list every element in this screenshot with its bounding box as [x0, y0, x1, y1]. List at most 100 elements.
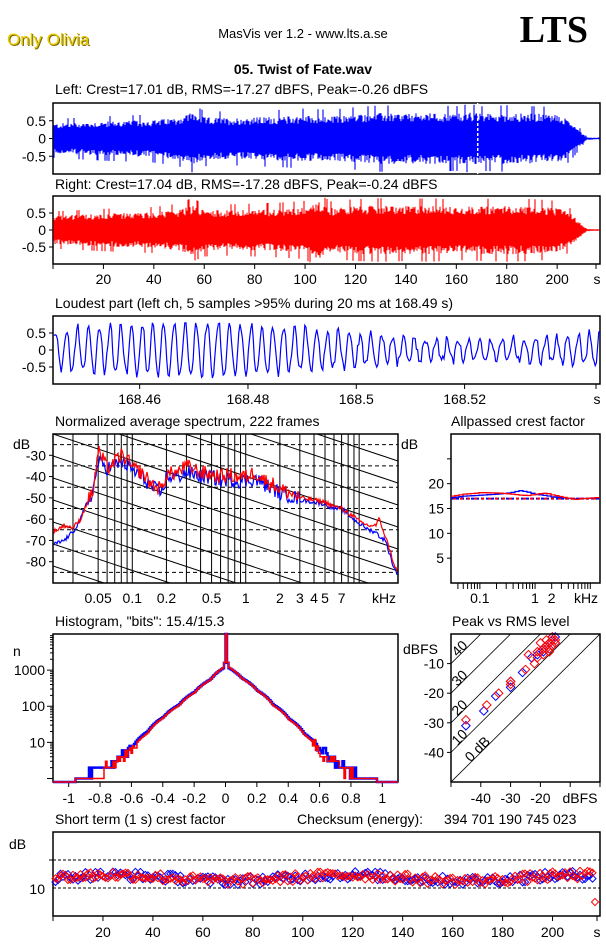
histogram-ylabel: n [13, 643, 21, 659]
short-term-point-right [538, 871, 547, 880]
pvr-point-left [547, 634, 558, 645]
short-term-point-right [111, 873, 120, 882]
short-term-xtick-label: 140 [391, 924, 415, 940]
pvr-frame [450, 633, 601, 783]
spectrum-frame [52, 433, 399, 584]
short-term-point-right [398, 875, 407, 884]
short-term-point-right [128, 875, 138, 884]
short-term-point-right [76, 870, 85, 879]
loudest-xtick-label: 168.46 [118, 391, 161, 407]
short-term-point-right [520, 869, 530, 878]
short-term-point-right [438, 880, 447, 889]
histogram-title: Histogram, "bits": 15.4/15.3 [55, 613, 225, 629]
short-term-point-right [206, 873, 215, 882]
short-term-point-right [430, 872, 440, 881]
short-term-point-right [261, 875, 270, 884]
short-term-point-right [218, 874, 228, 883]
peak-vs-rms-title: Peak vs RMS level [452, 613, 570, 629]
right-waveform-title: Right: Crest=17.04 dB, RMS=-17.28 dBFS, … [55, 176, 438, 192]
histogram-xtick-label: 0.6 [310, 790, 330, 806]
short-term-point-right [133, 870, 143, 879]
spectrum-ylabel: dB [13, 436, 30, 452]
spectrum-ytick-label: -40 [26, 469, 46, 485]
short-term-point-left [505, 872, 515, 881]
short-term-point-left [131, 867, 140, 877]
pvr-point-right [541, 634, 552, 645]
short-term-xtick-label: 40 [145, 924, 161, 940]
short-term-point-right [201, 873, 210, 883]
short-term-point-right [311, 874, 320, 883]
short-term-xunit-label: s [594, 924, 601, 940]
right-waveform-xunit-label: s [594, 271, 601, 287]
short-term-point-right [570, 872, 580, 882]
short-term-point-right [318, 873, 327, 883]
short-term-point-right [326, 868, 335, 878]
spectrum-ytick-label: -80 [26, 554, 46, 570]
histogram-ytick-label: 1000 [14, 662, 45, 678]
loudest-ytick-label: 0.5 [27, 325, 47, 341]
pvr-point-left [538, 643, 549, 654]
loudest-part-title: Loudest part (left ch, 5 samples >95% du… [55, 295, 454, 311]
pvr-point-right [544, 637, 555, 648]
spectrum-diag-grid [53, 477, 370, 583]
short-term-point-right [588, 868, 597, 878]
allpassed-ylabel: dB [401, 436, 418, 452]
short-term-point-right [380, 875, 390, 884]
short-term-point-right [86, 868, 95, 877]
pvr-xtick-label: -20 [530, 790, 550, 806]
spectrum-xtick-label: 5 [321, 590, 329, 606]
spectrum-xunit-label: kHz [372, 590, 396, 606]
histogram-xtick-label: 0.8 [341, 790, 361, 806]
right-waveform-ytick-label: 0 [38, 222, 46, 238]
allpassed-crest-title: Allpassed crest factor [451, 413, 585, 429]
short-term-xtick-label: 180 [491, 924, 515, 940]
short-term-xtick-label: 60 [195, 924, 211, 940]
histogram-ytick-label: 10 [29, 734, 45, 750]
right-waveform-ytick-label: -0.5 [22, 239, 46, 255]
histogram-ytick-label: 100 [22, 698, 46, 714]
pvr-point-right [481, 700, 492, 710]
histogram-xtick-label: 0.4 [278, 790, 298, 806]
spectrum-diag-grid [53, 610, 398, 725]
short-term-point-right [518, 869, 527, 879]
loudest-xtick-label: 168.52 [443, 391, 486, 407]
left-waveform-ytick-label: -0.5 [22, 148, 46, 164]
pvr-point-left [541, 640, 552, 651]
allpassed-ytick-label: 15 [428, 501, 444, 517]
spectrum-xtick-label: 0.5 [202, 590, 222, 606]
short-term-point-right [123, 868, 133, 878]
short-term-point-right [236, 873, 245, 883]
spectrum-xtick-label: 0.05 [85, 590, 112, 606]
pvr-point-left [460, 720, 471, 731]
pvr-ylabel: dBFS [403, 641, 438, 657]
short-term-point-right [253, 873, 263, 882]
short-term-point-right [523, 877, 532, 887]
histogram-xtick-label: -0.8 [88, 790, 112, 806]
artist-name: Only Olivia [7, 30, 90, 49]
short-term-point-right [423, 879, 432, 888]
short-term-point-left [316, 874, 325, 883]
short-term-point-left [221, 880, 230, 889]
pvr-xtick-label: -40 [471, 790, 491, 806]
spectrum-series-right [53, 446, 398, 572]
short-term-point-left [588, 874, 597, 883]
left-waveform-title: Left: Crest=17.01 dB, RMS=-17.27 dBFS, P… [55, 81, 429, 97]
short-term-crest-title: Short term (1 s) crest factor [55, 811, 226, 827]
right-waveform-xtick-label: 160 [445, 271, 469, 287]
loudest-xunit-label: s [594, 391, 601, 407]
short-term-point-right [308, 871, 318, 881]
short-term-point-right [495, 878, 505, 887]
spectrum-xtick-label: 4 [310, 590, 318, 606]
spectrum-diag-grid [53, 543, 172, 583]
spectrum-ytick-label: -70 [26, 532, 46, 548]
pvr-xtick-label: -30 [500, 790, 520, 806]
allpassed-ytick-label: 20 [428, 476, 444, 492]
loudest-ytick-label: -0.5 [22, 359, 46, 375]
short-term-point-right [233, 877, 243, 886]
short-term-frame [52, 831, 601, 917]
short-term-point-left [580, 874, 590, 884]
short-term-point-right [550, 869, 560, 878]
right-waveform-xtick-label: 20 [96, 271, 112, 287]
pvr-point-right [505, 676, 516, 687]
